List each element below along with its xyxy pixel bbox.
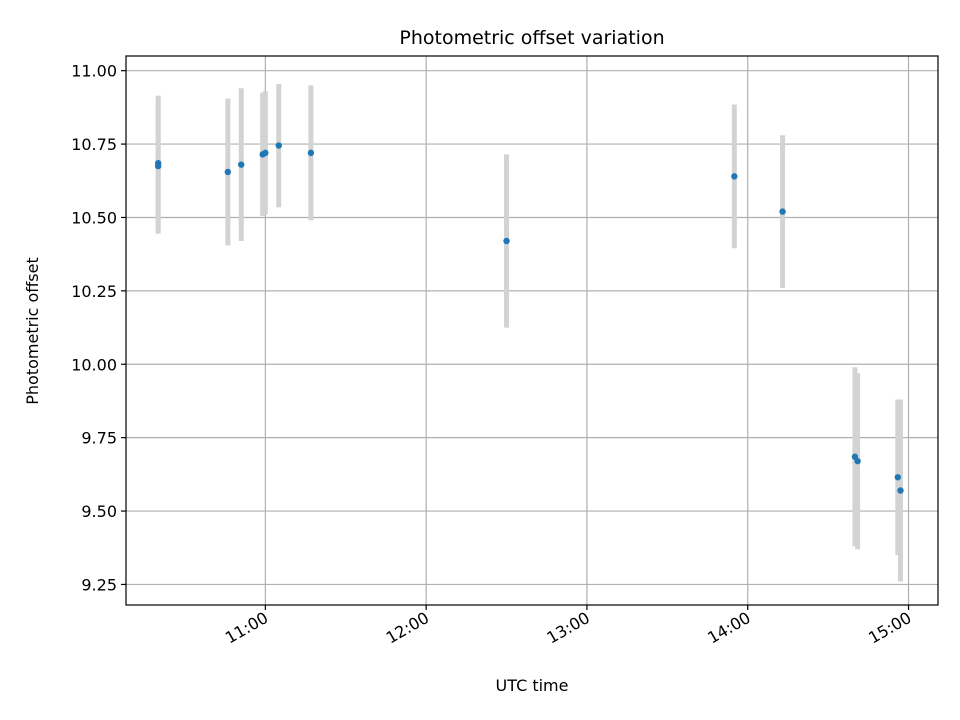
data-point bbox=[854, 457, 861, 465]
error-bars bbox=[155, 83, 903, 582]
x-axis: 11:00 12:00 13:00 14:00 15:00 bbox=[222, 605, 915, 648]
y-tick-label: 9.50 bbox=[81, 502, 117, 521]
chart-title: Photometric offset variation bbox=[399, 27, 664, 49]
data-point bbox=[779, 208, 786, 215]
plot-frame bbox=[125, 55, 939, 606]
data-points bbox=[154, 142, 904, 494]
y-tick-label: 11.00 bbox=[71, 62, 117, 81]
data-point bbox=[503, 237, 510, 245]
y-tick-label: 10.50 bbox=[71, 208, 117, 227]
x-tick-label: 11:00 bbox=[222, 608, 271, 648]
y-tick-label: 10.25 bbox=[71, 282, 117, 301]
y-tick-label: 10.75 bbox=[71, 135, 117, 154]
data-point bbox=[897, 487, 904, 494]
data-point bbox=[894, 474, 902, 481]
y-tick-label: 9.75 bbox=[81, 429, 117, 448]
data-point bbox=[224, 168, 232, 176]
y-tick-label: 9.25 bbox=[81, 575, 117, 594]
y-axis-title: Photometric offset bbox=[23, 257, 42, 405]
data-point bbox=[307, 149, 315, 157]
data-point bbox=[154, 162, 162, 170]
y-tick-label: 10.00 bbox=[71, 355, 117, 374]
data-point bbox=[262, 149, 269, 157]
x-tick-label: 13:00 bbox=[544, 608, 593, 648]
y-axis: 9.25 9.50 9.75 10.00 10.25 10.50 10.75 11.00 bbox=[71, 62, 126, 594]
data-point bbox=[731, 173, 738, 180]
data-point bbox=[238, 161, 245, 168]
x-axis-title: UTC time bbox=[496, 676, 569, 695]
x-tick-label: 15:00 bbox=[865, 608, 914, 648]
x-tick-label: 14:00 bbox=[704, 608, 753, 648]
x-tick-label: 12:00 bbox=[383, 608, 432, 648]
data-point bbox=[275, 142, 282, 149]
grid bbox=[126, 56, 938, 605]
